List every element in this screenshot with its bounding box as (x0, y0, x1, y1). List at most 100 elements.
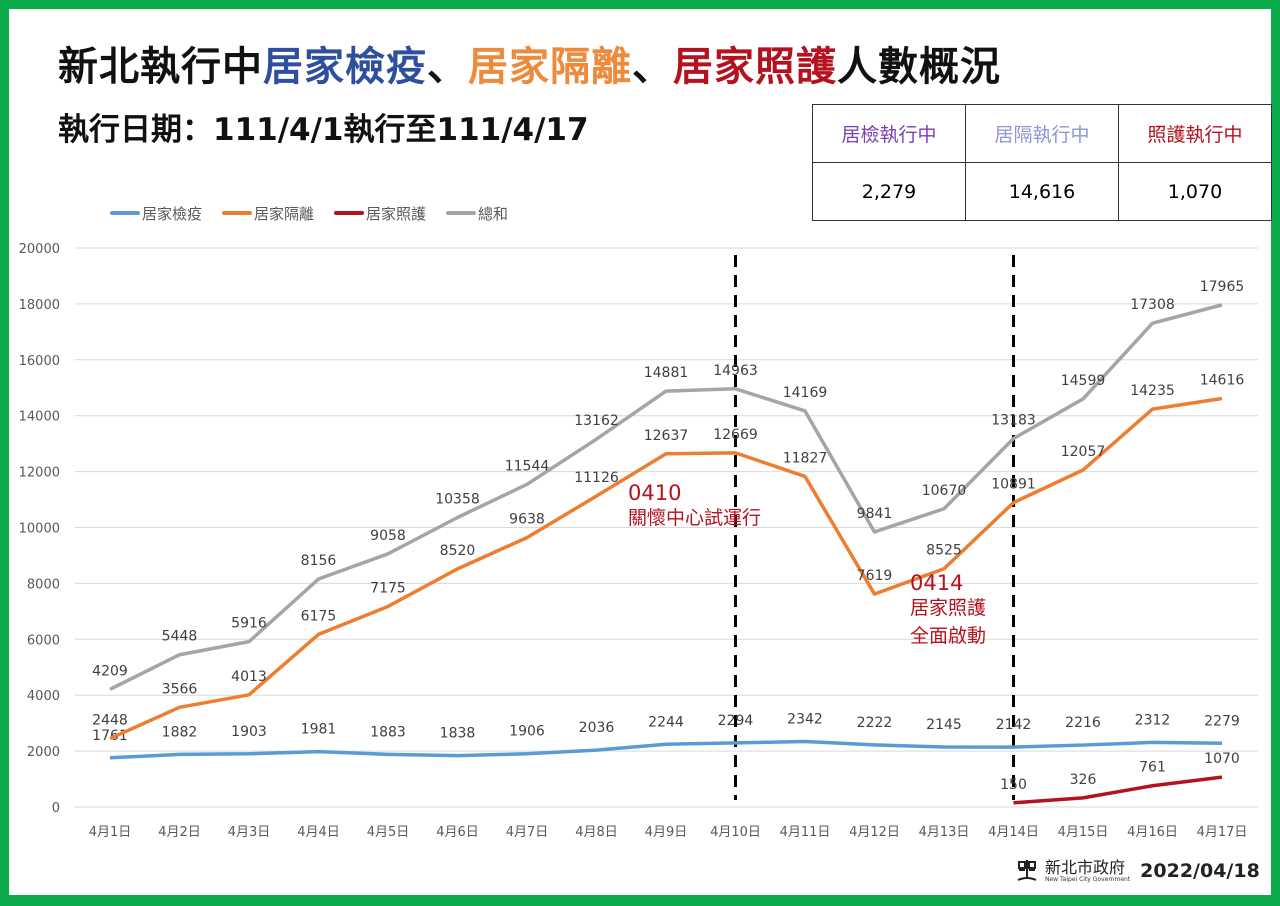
kpi-table: 居檢執行中 居隔執行中 照護執行中 2,279 14,616 1,070 (812, 104, 1272, 221)
x-tick-label: 4月1日 (89, 825, 132, 840)
kpi-header: 居隔執行中 (965, 104, 1119, 163)
data-label: 14599 (1061, 373, 1106, 389)
data-label: 4209 (92, 663, 128, 679)
org-name: 新北市政府 (1045, 857, 1126, 877)
annotation-text: 0414 (910, 571, 963, 595)
data-label: 17965 (1200, 279, 1245, 295)
annotation-text: 0410 (628, 481, 681, 505)
footer: 新北市政府 New Taipei City Government 2022/04/… (1015, 858, 1260, 884)
data-label: 1761 (92, 728, 128, 744)
kpi-value: 2,279 (812, 162, 966, 221)
annotation-text: 全面啟動 (910, 625, 986, 647)
data-label: 2142 (996, 717, 1032, 733)
title-part: 人數概況 (837, 44, 1001, 90)
data-label: 150 (1000, 777, 1027, 793)
y-tick-label: 16000 (19, 354, 60, 369)
data-label: 11827 (783, 450, 828, 466)
data-label: 3566 (162, 681, 198, 697)
data-label: 12057 (1061, 444, 1106, 460)
report-date: 2022/04/18 (1140, 860, 1260, 882)
x-tick-label: 4月6日 (436, 825, 479, 840)
data-label: 14235 (1130, 383, 1175, 399)
data-label: 5916 (231, 616, 267, 632)
x-tick-label: 4月9日 (645, 825, 688, 840)
y-tick-label: 2000 (27, 745, 60, 760)
y-tick-label: 6000 (27, 633, 60, 648)
data-label: 12669 (713, 427, 758, 443)
title-sep: 、 (632, 44, 673, 90)
data-label: 1981 (301, 722, 337, 738)
data-label: 1838 (440, 726, 476, 742)
x-tick-label: 4月5日 (367, 825, 410, 840)
legend-label: 居家隔離 (254, 205, 314, 223)
data-label: 8525 (926, 543, 962, 559)
data-label: 1070 (1204, 751, 1240, 767)
series-line (1013, 775, 1223, 805)
data-label: 10670 (922, 483, 967, 499)
data-label: 2279 (1204, 713, 1240, 729)
title-quarantine: 居家檢疫 (263, 44, 427, 90)
data-label: 326 (1070, 772, 1097, 788)
data-label: 7175 (370, 580, 406, 596)
legend-label: 總和 (478, 205, 508, 223)
data-label: 11126 (574, 470, 619, 486)
data-label: 11544 (505, 458, 550, 474)
data-label: 5448 (162, 629, 198, 645)
x-tick-label: 4月17日 (1197, 825, 1248, 840)
annotation-text: 關懷中心試運行 (628, 507, 761, 529)
x-tick-label: 4月12日 (849, 825, 900, 840)
x-tick-label: 4月14日 (988, 825, 1039, 840)
data-label: 9058 (370, 528, 406, 544)
data-label: 1883 (370, 724, 406, 740)
data-label: 17308 (1130, 297, 1175, 313)
y-tick-label: 20000 (19, 242, 60, 257)
y-tick-label: 4000 (27, 689, 60, 704)
org-name-en: New Taipei City Government (1045, 875, 1131, 883)
annotation-text: 居家照護 (910, 597, 986, 619)
title-sep: 、 (427, 44, 468, 90)
date-range: 執行日期：111/4/1執行至111/4/17 (58, 112, 589, 148)
data-label: 1882 (162, 724, 198, 740)
data-label: 2294 (718, 713, 754, 729)
x-tick-label: 4月15日 (1058, 825, 1109, 840)
data-label: 14616 (1200, 372, 1245, 388)
data-label: 14169 (783, 385, 828, 401)
title-homecare: 居家照護 (673, 44, 837, 90)
data-label: 2244 (648, 714, 684, 730)
series-line (109, 739, 1223, 760)
x-tick-label: 4月16日 (1127, 825, 1178, 840)
data-label: 2448 (92, 713, 128, 729)
kpi-header: 居檢執行中 (812, 104, 966, 163)
legend-label: 居家照護 (366, 205, 426, 223)
y-tick-label: 12000 (19, 466, 60, 481)
x-tick-label: 4月10日 (710, 825, 761, 840)
data-label: 14881 (644, 365, 689, 381)
y-tick-label: 8000 (27, 577, 60, 592)
series-line (109, 396, 1223, 741)
x-tick-label: 4月7日 (506, 825, 549, 840)
kpi-value: 14,616 (965, 162, 1119, 221)
data-label: 4013 (231, 669, 267, 685)
new-taipei-logo-icon (1017, 860, 1037, 881)
data-label: 2342 (787, 712, 823, 728)
data-label: 14963 (713, 363, 758, 379)
data-label: 7619 (857, 568, 893, 584)
data-label: 13183 (991, 413, 1036, 429)
x-tick-label: 4月11日 (780, 825, 831, 840)
y-tick-label: 18000 (19, 298, 60, 313)
y-tick-label: 10000 (19, 522, 60, 537)
data-label: 2145 (926, 717, 962, 733)
kpi-value: 1,070 (1118, 162, 1272, 221)
data-label: 10358 (435, 491, 480, 507)
data-label: 1906 (509, 724, 545, 740)
x-tick-label: 4月4日 (297, 825, 340, 840)
data-label: 2216 (1065, 715, 1101, 731)
data-label: 1903 (231, 724, 267, 740)
data-label: 9841 (857, 506, 893, 522)
data-label: 2222 (857, 715, 893, 731)
x-tick-label: 4月3日 (228, 825, 271, 840)
data-label: 13162 (574, 413, 619, 429)
data-label: 8156 (301, 553, 337, 569)
data-label: 761 (1139, 760, 1166, 776)
